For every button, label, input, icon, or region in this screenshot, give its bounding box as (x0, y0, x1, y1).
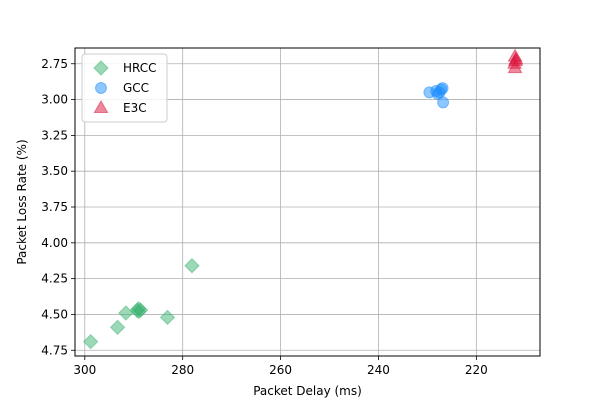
x-tick-label: 280 (171, 363, 194, 377)
x-axis-ticks: 300 280 260 240 220 (73, 356, 488, 377)
y-tick-label: 3.50 (41, 164, 68, 178)
hrcc-point (118, 305, 134, 321)
y-axis-ticks: 2.75 3.00 3.25 3.50 3.75 4.00 4.25 4.50 4.75 (41, 57, 75, 357)
hrcc-legend-label: HRCC (123, 61, 157, 75)
y-tick-label: 3.75 (41, 200, 68, 214)
y-tick-label: 4.25 (41, 272, 68, 286)
x-tick-label: 220 (465, 363, 488, 377)
y-tick-label: 4.75 (41, 343, 68, 357)
y-axis-label: Packet Loss Rate (%) (15, 139, 29, 264)
y-tick-label: 2.75 (41, 57, 68, 71)
hrcc-point (109, 319, 126, 336)
x-axis-label: Packet Delay (ms) (253, 384, 362, 398)
data-points (82, 48, 524, 350)
gcc-legend-marker (95, 82, 107, 94)
x-tick-label: 300 (73, 363, 96, 377)
gcc-point (437, 96, 450, 109)
e3c-legend-label: E3C (123, 101, 147, 115)
y-tick-label: 3.00 (41, 93, 68, 107)
e3c-legend-marker (93, 99, 109, 114)
plot-frame (74, 47, 541, 357)
gcc-point (436, 82, 449, 95)
y-tick-label: 4.00 (41, 236, 68, 250)
hrcc-point (159, 309, 176, 326)
y-tick-label: 4.50 (41, 307, 68, 321)
hrcc-point (82, 333, 99, 350)
legend: HRCC GCC E3C (81, 53, 168, 123)
gcc-legend-label: GCC (123, 81, 149, 95)
e3c-point (507, 60, 523, 74)
y-tick-label: 3.25 (41, 128, 68, 142)
hrcc-point (184, 258, 200, 274)
x-tick-label: 260 (269, 363, 292, 377)
x-tick-label: 240 (367, 363, 390, 377)
hrcc-point (130, 301, 147, 317)
hrcc-legend-marker (93, 60, 109, 76)
